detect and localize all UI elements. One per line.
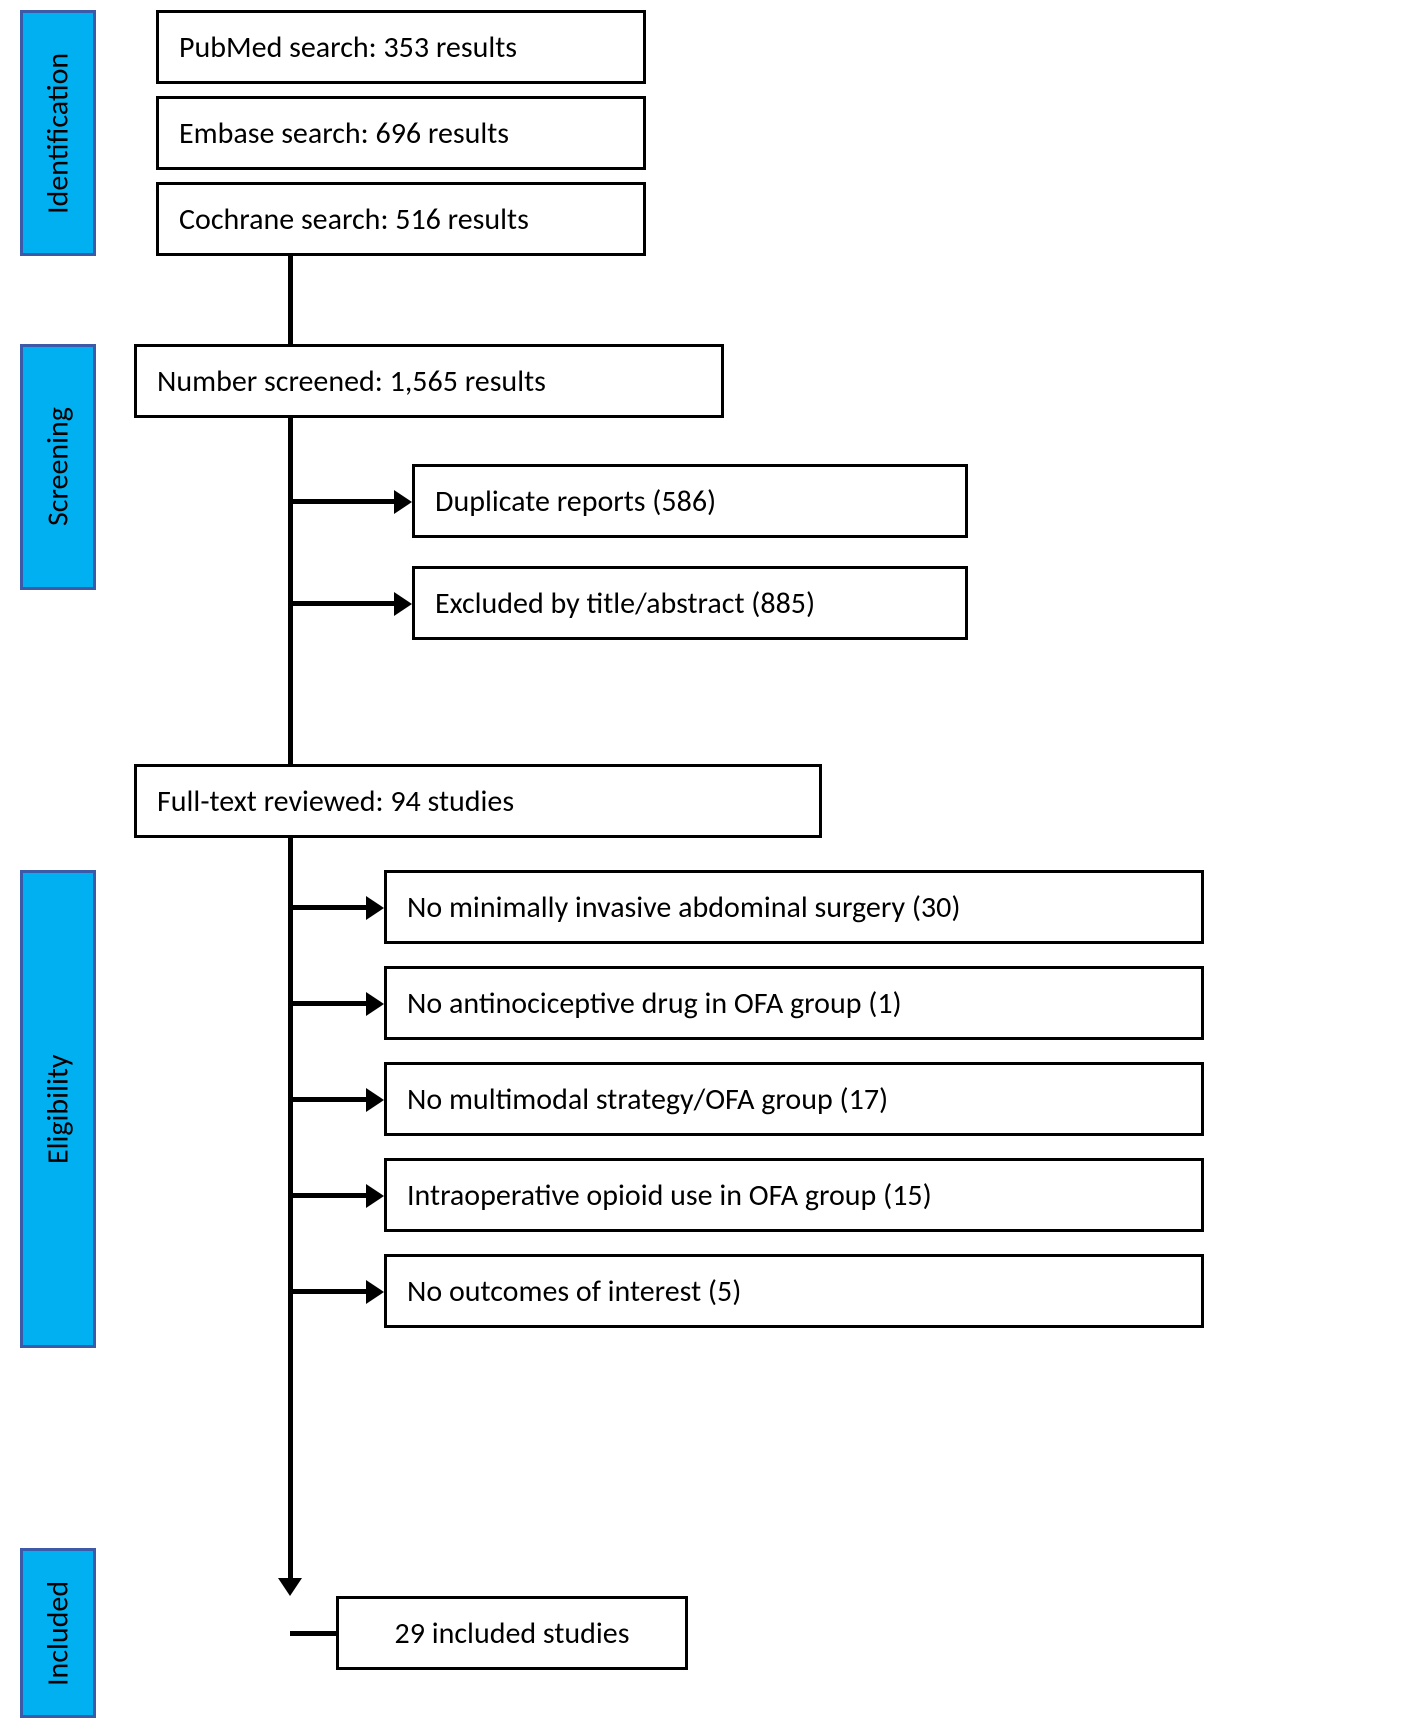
arrow-excluded-title xyxy=(394,592,412,616)
connector-to-duplicates xyxy=(290,499,394,504)
box-cochrane: Cochrane search: 516 results xyxy=(156,182,646,256)
connector-to-no-outcomes xyxy=(290,1289,366,1294)
arrow-no-invasive xyxy=(366,896,384,920)
box-no-multimodal: No multimodal strategy/OFA group (17) xyxy=(384,1062,1204,1136)
connector-to-excluded-title xyxy=(290,601,394,606)
box-no-outcomes: No outcomes of interest (5) xyxy=(384,1254,1204,1328)
connector-to-no-multimodal xyxy=(290,1097,366,1102)
box-fulltext: Full-text reviewed: 94 studies xyxy=(134,764,822,838)
connector-to-included-h xyxy=(290,1631,336,1636)
arrow-intraop-opioid xyxy=(366,1184,384,1208)
box-screened: Number screened: 1,565 results xyxy=(134,344,724,418)
box-pubmed: PubMed search: 353 results xyxy=(156,10,646,84)
arrow-no-outcomes xyxy=(366,1280,384,1304)
arrow-duplicates xyxy=(394,490,412,514)
box-embase: Embase search: 696 results xyxy=(156,96,646,170)
arrow-no-multimodal xyxy=(366,1088,384,1112)
arrow-no-antinociceptive xyxy=(366,992,384,1016)
connector-to-intraop-opioid xyxy=(290,1193,366,1198)
connector-to-no-invasive xyxy=(290,905,366,910)
box-excluded-title: Excluded by title/abstract (885) xyxy=(412,566,968,640)
stage-included: Included xyxy=(20,1548,96,1718)
arrow-included xyxy=(278,1578,302,1596)
box-no-invasive: No minimally invasive abdominal surgery … xyxy=(384,870,1204,944)
stage-screening: Screening xyxy=(20,344,96,590)
box-no-antinociceptive: No antinociceptive drug in OFA group (1) xyxy=(384,966,1204,1040)
box-duplicates: Duplicate reports (586) xyxy=(412,464,968,538)
connector-screened-down xyxy=(288,418,293,764)
connector-cochrane-screened xyxy=(288,256,293,344)
stage-eligibility: Eligibility xyxy=(20,870,96,1348)
box-included: 29 included studies xyxy=(336,1596,688,1670)
box-intraop-opioid: Intraoperative opioid use in OFA group (… xyxy=(384,1158,1204,1232)
stage-identification: Identification xyxy=(20,10,96,256)
connector-fulltext-down xyxy=(288,838,293,1578)
connector-to-no-antinociceptive xyxy=(290,1001,366,1006)
